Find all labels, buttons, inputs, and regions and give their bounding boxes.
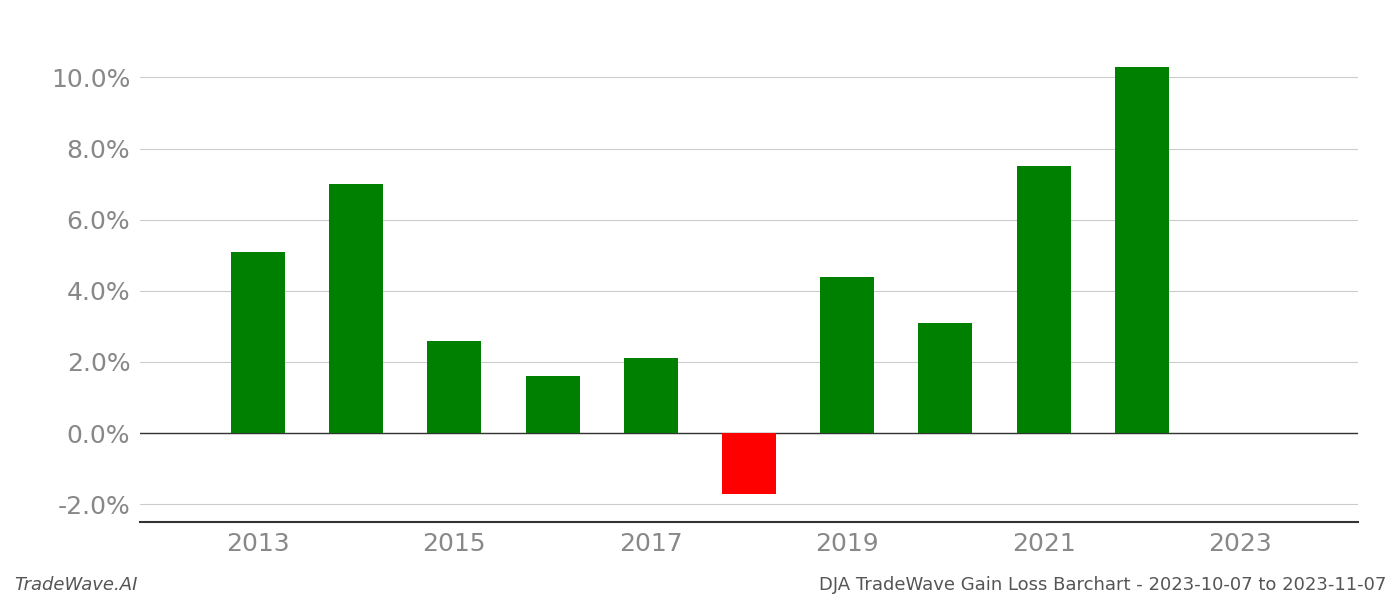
Text: TradeWave.AI: TradeWave.AI xyxy=(14,576,137,594)
Bar xyxy=(1114,67,1169,433)
Bar xyxy=(427,341,482,433)
Bar xyxy=(329,184,384,433)
Bar xyxy=(231,251,284,433)
Bar xyxy=(820,277,874,433)
Bar xyxy=(722,433,776,494)
Bar xyxy=(918,323,973,433)
Text: DJA TradeWave Gain Loss Barchart - 2023-10-07 to 2023-11-07: DJA TradeWave Gain Loss Barchart - 2023-… xyxy=(819,576,1386,594)
Bar xyxy=(624,358,678,433)
Bar xyxy=(525,376,580,433)
Bar xyxy=(1016,166,1071,433)
